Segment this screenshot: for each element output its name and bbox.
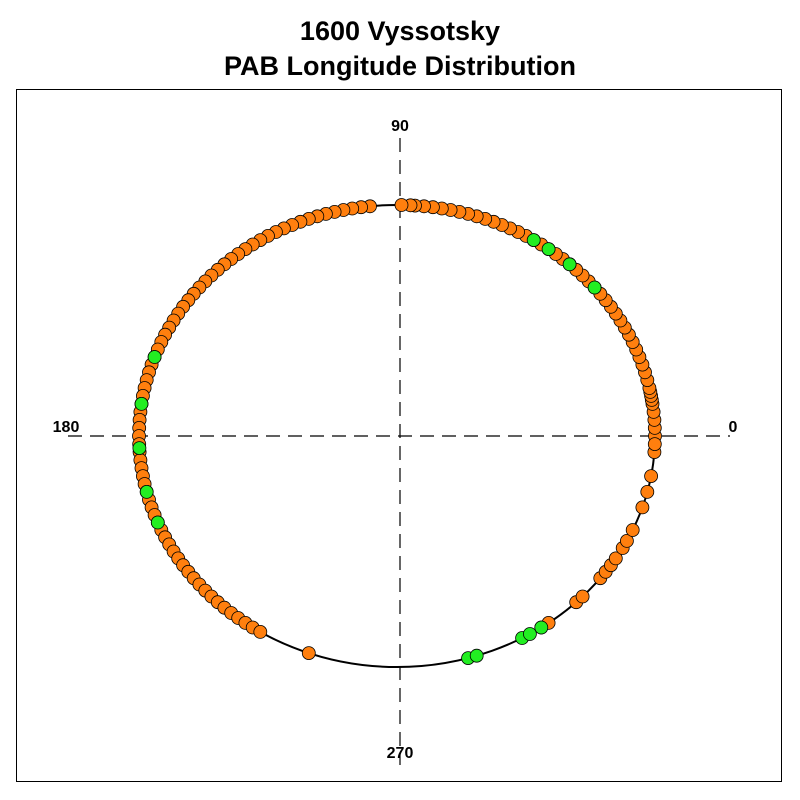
data-point-orange [575,589,590,604]
chart-title: 1600 Vyssotsky [299,16,501,46]
data-point-green [132,441,147,456]
data-point-green [523,627,537,641]
plot-frame [16,89,782,782]
data-point-green [134,396,149,411]
angle-label-0: 0 [729,419,738,436]
data-point-orange [620,534,634,548]
data-point-orange [625,523,640,537]
data-point-orange [253,625,268,639]
data-point-green [562,257,577,272]
data-point-green [150,515,165,530]
data-point-green [469,648,484,663]
data-point-green [587,280,602,295]
data-point-green [534,620,549,635]
data-point-orange [301,646,316,660]
data-point-green [526,233,541,248]
angle-label-90: 90 [391,118,409,135]
angle-label-180: 180 [53,419,80,436]
data-point-orange [644,469,658,484]
data-point-green [541,242,556,257]
data-point-green [147,350,162,364]
data-point-orange [394,198,409,212]
data-point-orange [635,500,650,515]
data-point-orange [647,437,662,452]
data-point-orange [640,484,655,499]
chart-subtitle: PAB Longitude Distribution [224,51,576,81]
data-point-orange [608,551,623,566]
data-point-green [139,484,154,499]
angle-label-270: 270 [387,745,414,762]
